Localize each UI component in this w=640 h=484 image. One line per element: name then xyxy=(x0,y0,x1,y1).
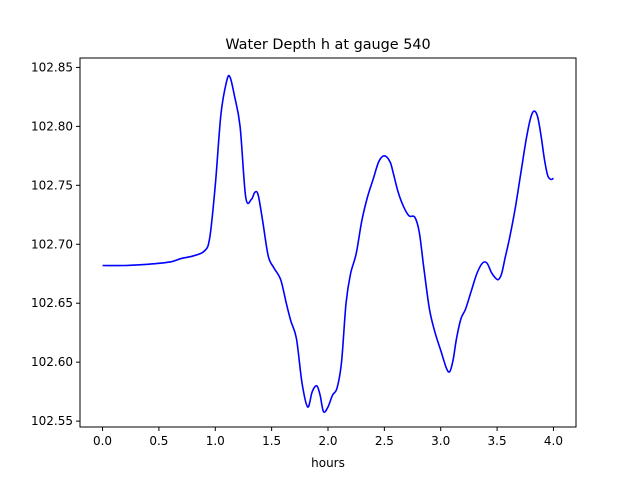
y-axis-ticks: 102.55 102.60 102.65 102.70 102.75 102.80 102.… xyxy=(31,60,80,428)
y-tick-label: 102.75 xyxy=(31,178,73,192)
plot-frame xyxy=(79,57,577,428)
x-tick-label: 0.0 xyxy=(93,434,112,448)
x-tick-label: 2.5 xyxy=(375,434,394,448)
y-tick-label: 102.80 xyxy=(31,119,73,133)
x-tick-label: 3.5 xyxy=(488,434,507,448)
y-tick-label: 102.55 xyxy=(31,414,73,428)
x-axis-ticks: 0.0 0.5 1.0 1.5 2.0 2.5 3.0 3.5 4.0 xyxy=(93,427,563,448)
chart-title: Water Depth h at gauge 540 xyxy=(225,37,430,53)
y-tick-label: 102.60 xyxy=(31,355,73,369)
x-tick-label: 1.5 xyxy=(262,434,281,448)
x-axis-label: hours xyxy=(311,456,345,470)
y-tick-label: 102.85 xyxy=(31,60,73,74)
plot-area xyxy=(80,58,576,427)
series-line-0 xyxy=(102,74,554,413)
x-tick-label: 0.5 xyxy=(149,434,168,448)
y-tick-label: 102.65 xyxy=(31,296,73,310)
x-tick-label: 4.0 xyxy=(544,434,563,448)
x-tick-label: 3.0 xyxy=(431,434,450,448)
x-tick-label: 1.0 xyxy=(206,434,225,448)
series-layer xyxy=(102,74,554,413)
x-tick-label: 2.0 xyxy=(318,434,337,448)
y-tick-label: 102.70 xyxy=(31,237,73,251)
